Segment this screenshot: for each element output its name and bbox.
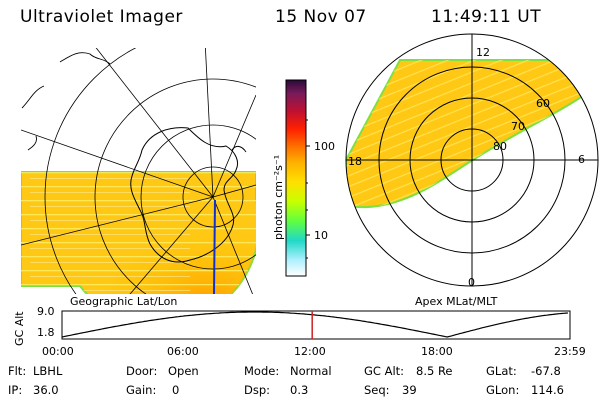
colorbar-units: photon cm⁻²s⁻¹ (272, 154, 285, 240)
ip-value: 36.0 (33, 383, 59, 397)
time-tick-0600: 06:00 (167, 345, 199, 358)
mlt-label-12: 12 (476, 46, 490, 59)
polar-map (345, 33, 599, 287)
door-value: Open (168, 364, 199, 378)
door-label: Door: (126, 364, 158, 378)
colorbar-tick-100: 100 (314, 140, 335, 153)
altitude-plot (61, 310, 571, 340)
altitude-min: 1.8 (37, 326, 55, 339)
glat-value: -67.8 (531, 364, 561, 378)
mode-label: Mode: (244, 364, 280, 378)
glon-label: GLon: (486, 383, 520, 397)
gain-value: 0 (172, 383, 180, 397)
geographic-map (21, 48, 256, 294)
altitude-curve (61, 311, 568, 338)
colorbar-tick-10: 10 (314, 229, 328, 242)
flt-label: Flt: (8, 364, 27, 378)
dsp-value: 0.3 (290, 383, 309, 397)
time-tick-0000: 00:00 (42, 345, 74, 358)
altitude-max: 9.0 (37, 305, 55, 318)
mlt-label-18: 18 (348, 155, 362, 168)
gain-label: Gain: (126, 383, 157, 397)
ip-label: IP: (8, 383, 23, 397)
geographic-panel-title: Geographic Lat/Lon (70, 295, 178, 308)
seq-value: 39 (402, 383, 417, 397)
colorbar (285, 79, 307, 277)
glon-value: 114.6 (531, 383, 564, 397)
altitude-axis-label: GC Alt (13, 311, 26, 346)
time-tick-2359: 23:59 (554, 345, 586, 358)
lat-label-70: 70 (511, 120, 525, 133)
mlt-label-0: 0 (468, 276, 475, 289)
observation-date: 15 Nov 07 (275, 7, 367, 27)
flt-value: LBHL (33, 364, 63, 378)
instrument-title: Ultraviolet Imager (20, 7, 183, 27)
gcalt-value: 8.5 Re (416, 364, 453, 378)
glat-label: GLat: (486, 364, 517, 378)
observation-time: 11:49:11 UT (431, 7, 542, 27)
seq-label: Seq: (364, 383, 390, 397)
mode-value: Normal (290, 364, 332, 378)
polar-panel-title: Apex MLat/MLT (415, 295, 498, 308)
dsp-label: Dsp: (244, 383, 271, 397)
time-tick-1200: 12:00 (294, 345, 326, 358)
lat-label-60: 60 (536, 97, 550, 110)
mlt-label-6: 6 (578, 153, 585, 166)
time-tick-1800: 18:00 (421, 345, 453, 358)
gcalt-label: GC Alt: (364, 364, 405, 378)
lat-label-80: 80 (493, 140, 507, 153)
